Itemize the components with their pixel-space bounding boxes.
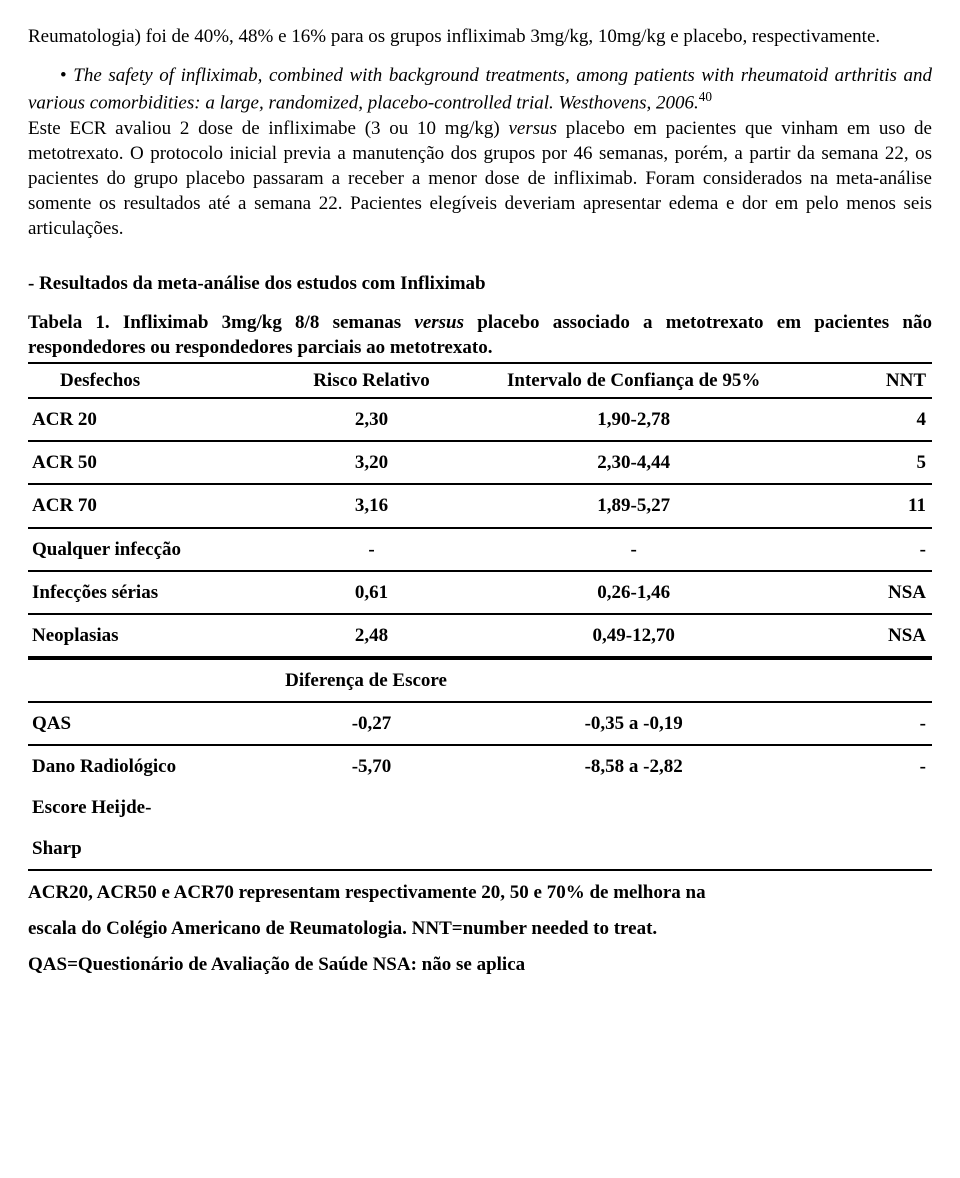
cell-empty	[462, 658, 806, 702]
cell-nnt: -	[805, 528, 932, 571]
cell-rr	[281, 828, 462, 870]
col-nnt: NNT	[805, 363, 932, 398]
footnote-line: ACR20, ACR50 e ACR70 representam respect…	[28, 875, 932, 911]
cell-desfecho: Escore Heijde-	[28, 787, 281, 828]
table-row: Neoplasias 2,48 0,49-12,70 NSA	[28, 614, 932, 658]
cell-empty	[28, 658, 281, 702]
cell-nnt: 4	[805, 398, 932, 441]
section-heading: - Resultados da meta-análise dos estudos…	[28, 271, 932, 296]
citation-ref: 40	[699, 89, 712, 104]
cell-empty	[805, 658, 932, 702]
cell-ci: -0,35 a -0,19	[462, 702, 806, 745]
cell-nnt	[805, 828, 932, 870]
desc-a: Este ECR avaliou 2 dose de infliximabe (…	[28, 118, 508, 139]
table-row: ACR 50 3,20 2,30-4,44 5	[28, 441, 932, 484]
cell-ci: 1,89-5,27	[462, 484, 806, 527]
citation-text: The safety of infliximab, combined with …	[28, 65, 932, 113]
cell-nnt: -	[805, 745, 932, 787]
cell-desfecho: Dano Radiológico	[28, 745, 281, 787]
cell-rr: -0,27	[281, 702, 462, 745]
cell-ci: -8,58 a -2,82	[462, 745, 806, 787]
cell-nnt: NSA	[805, 614, 932, 658]
cell-ci: 0,49-12,70	[462, 614, 806, 658]
cell-rr: 0,61	[281, 571, 462, 614]
table-header-row: Desfechos Risco Relativo Intervalo de Co…	[28, 363, 932, 398]
cell-rr: -5,70	[281, 745, 462, 787]
col-desfechos: Desfechos	[28, 363, 281, 398]
cell-rr: -	[281, 528, 462, 571]
table-subheader-row: Diferença de Escore	[28, 658, 932, 702]
cell-desfecho: Infecções sérias	[28, 571, 281, 614]
cell-desfecho: ACR 20	[28, 398, 281, 441]
cell-desfecho: ACR 50	[28, 441, 281, 484]
table-row: ACR 20 2,30 1,90-2,78 4	[28, 398, 932, 441]
cell-ci: 1,90-2,78	[462, 398, 806, 441]
cell-rr: 2,48	[281, 614, 462, 658]
cell-ci: -	[462, 528, 806, 571]
cell-desfecho: Neoplasias	[28, 614, 281, 658]
cell-nnt: 5	[805, 441, 932, 484]
cell-subheader: Diferença de Escore	[281, 658, 462, 702]
table-title: Tabela 1. Infliximab 3mg/kg 8/8 semanas …	[28, 310, 932, 360]
cell-nnt: -	[805, 702, 932, 745]
table-title-a: Tabela 1. Infliximab 3mg/kg 8/8 semanas	[28, 312, 414, 333]
cell-ci: 0,26-1,46	[462, 571, 806, 614]
cell-rr: 2,30	[281, 398, 462, 441]
cell-ci: 2,30-4,44	[462, 441, 806, 484]
table-row: Escore Heijde-	[28, 787, 932, 828]
bullet-icon: •	[60, 65, 73, 86]
cell-desfecho: QAS	[28, 702, 281, 745]
cell-desfecho: Qualquer infecção	[28, 528, 281, 571]
cell-nnt	[805, 787, 932, 828]
table-row: QAS -0,27 -0,35 a -0,19 -	[28, 702, 932, 745]
col-ci: Intervalo de Confiança de 95%	[462, 363, 806, 398]
cell-rr: 3,20	[281, 441, 462, 484]
cell-nnt: NSA	[805, 571, 932, 614]
cell-ci	[462, 828, 806, 870]
col-rr: Risco Relativo	[281, 363, 462, 398]
desc-versus: versus	[508, 118, 557, 139]
cell-desfecho: Sharp	[28, 828, 281, 870]
table-row: Sharp	[28, 828, 932, 870]
footnote-line: escala do Colégio Americano de Reumatolo…	[28, 911, 932, 947]
citation-paragraph: • The safety of infliximab, combined wit…	[28, 63, 932, 241]
table-title-versus: versus	[414, 312, 464, 333]
intro-paragraph-1: Reumatologia) foi de 40%, 48% e 16% para…	[28, 24, 932, 49]
table-row: Infecções sérias 0,61 0,26-1,46 NSA	[28, 571, 932, 614]
cell-desfecho: ACR 70	[28, 484, 281, 527]
table-row: ACR 70 3,16 1,89-5,27 11	[28, 484, 932, 527]
results-table: Desfechos Risco Relativo Intervalo de Co…	[28, 362, 932, 871]
cell-rr: 3,16	[281, 484, 462, 527]
table-row: Dano Radiológico -5,70 -8,58 a -2,82 -	[28, 745, 932, 787]
cell-rr	[281, 787, 462, 828]
footnote-line: QAS=Questionário de Avaliação de Saúde N…	[28, 947, 932, 983]
table-row: Qualquer infecção - - -	[28, 528, 932, 571]
table-footnotes: ACR20, ACR50 e ACR70 representam respect…	[28, 875, 932, 983]
cell-ci	[462, 787, 806, 828]
cell-nnt: 11	[805, 484, 932, 527]
